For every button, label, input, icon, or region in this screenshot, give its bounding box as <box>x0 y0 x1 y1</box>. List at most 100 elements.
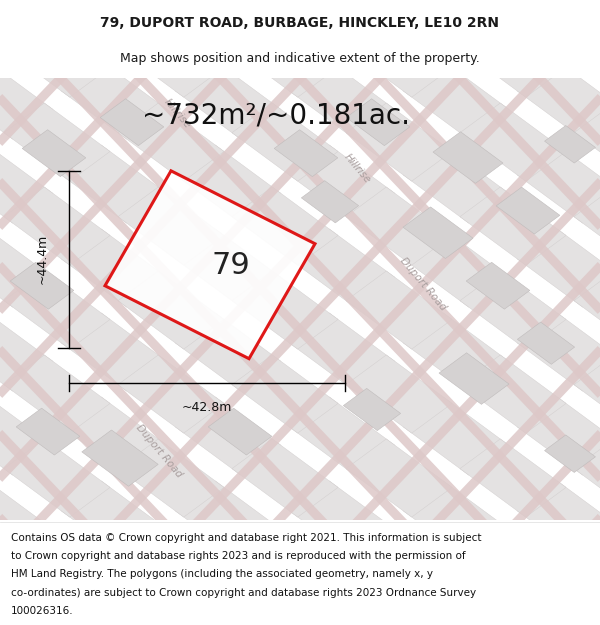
Polygon shape <box>574 439 600 517</box>
Polygon shape <box>208 408 272 455</box>
Polygon shape <box>232 439 338 517</box>
Polygon shape <box>61 481 167 559</box>
Polygon shape <box>22 130 86 177</box>
Polygon shape <box>61 0 167 55</box>
Polygon shape <box>460 271 566 349</box>
Polygon shape <box>175 565 281 625</box>
Polygon shape <box>175 481 281 559</box>
Polygon shape <box>289 0 395 55</box>
Polygon shape <box>574 523 600 601</box>
Polygon shape <box>4 103 110 181</box>
Polygon shape <box>61 145 167 223</box>
Polygon shape <box>439 352 509 404</box>
Polygon shape <box>16 408 80 455</box>
Text: co-ordinates) are subject to Crown copyright and database rights 2023 Ordnance S: co-ordinates) are subject to Crown copyr… <box>11 588 476 598</box>
Text: HM Land Registry. The polygons (including the associated geometry, namely x, y: HM Land Registry. The polygons (includin… <box>11 569 433 579</box>
Polygon shape <box>175 61 281 139</box>
Polygon shape <box>517 397 600 475</box>
Polygon shape <box>118 187 224 265</box>
Polygon shape <box>232 19 338 97</box>
Polygon shape <box>346 19 452 97</box>
Polygon shape <box>460 103 566 181</box>
Polygon shape <box>274 130 338 177</box>
Polygon shape <box>346 271 452 349</box>
Polygon shape <box>289 61 395 139</box>
Text: ~732m²/~0.181ac.: ~732m²/~0.181ac. <box>142 102 410 129</box>
Polygon shape <box>460 187 566 265</box>
Polygon shape <box>289 397 395 475</box>
Polygon shape <box>61 313 167 391</box>
Text: Contains OS data © Crown copyright and database right 2021. This information is : Contains OS data © Crown copyright and d… <box>11 532 481 542</box>
Polygon shape <box>574 19 600 97</box>
Polygon shape <box>118 271 224 349</box>
Polygon shape <box>175 229 281 307</box>
Polygon shape <box>4 271 110 349</box>
Polygon shape <box>460 439 566 517</box>
Polygon shape <box>574 271 600 349</box>
Polygon shape <box>232 523 338 601</box>
Polygon shape <box>61 61 167 139</box>
Polygon shape <box>232 355 338 433</box>
Polygon shape <box>0 61 53 139</box>
Polygon shape <box>100 99 164 146</box>
Polygon shape <box>403 61 509 139</box>
Text: to Crown copyright and database rights 2023 and is reproduced with the permissio: to Crown copyright and database rights 2… <box>11 551 466 561</box>
Polygon shape <box>289 565 395 625</box>
Polygon shape <box>105 171 315 359</box>
Text: Duport Road: Duport Road <box>134 423 184 480</box>
Polygon shape <box>403 481 509 559</box>
Polygon shape <box>289 229 395 307</box>
Text: ~44.4m: ~44.4m <box>35 234 49 284</box>
Polygon shape <box>4 355 110 433</box>
Polygon shape <box>232 271 338 349</box>
Polygon shape <box>4 19 110 97</box>
Polygon shape <box>289 313 395 391</box>
Polygon shape <box>574 187 600 265</box>
Polygon shape <box>0 145 53 223</box>
Polygon shape <box>10 262 74 309</box>
Polygon shape <box>346 355 452 433</box>
Polygon shape <box>460 19 566 97</box>
Polygon shape <box>403 397 509 475</box>
Polygon shape <box>301 181 359 223</box>
Polygon shape <box>175 397 281 475</box>
Polygon shape <box>0 313 53 391</box>
Polygon shape <box>343 388 401 431</box>
Polygon shape <box>4 0 110 13</box>
Polygon shape <box>289 145 395 223</box>
Polygon shape <box>346 103 452 181</box>
Text: Hillrise: Hillrise <box>162 97 192 130</box>
Polygon shape <box>346 439 452 517</box>
Polygon shape <box>517 229 600 307</box>
Polygon shape <box>232 103 338 181</box>
Polygon shape <box>403 207 473 259</box>
Polygon shape <box>433 132 503 183</box>
Polygon shape <box>403 0 509 55</box>
Polygon shape <box>460 0 566 13</box>
Polygon shape <box>574 0 600 13</box>
Polygon shape <box>118 523 224 601</box>
Polygon shape <box>517 565 600 625</box>
Polygon shape <box>574 103 600 181</box>
Polygon shape <box>574 355 600 433</box>
Polygon shape <box>403 229 509 307</box>
Polygon shape <box>175 0 281 55</box>
Text: 79, DUPORT ROAD, BURBAGE, HINCKLEY, LE10 2RN: 79, DUPORT ROAD, BURBAGE, HINCKLEY, LE10… <box>101 16 499 31</box>
Polygon shape <box>517 322 575 364</box>
Polygon shape <box>517 61 600 139</box>
Polygon shape <box>496 187 560 234</box>
Polygon shape <box>118 19 224 97</box>
Polygon shape <box>545 126 595 163</box>
Polygon shape <box>346 99 410 146</box>
Polygon shape <box>346 523 452 601</box>
Polygon shape <box>232 0 338 13</box>
Polygon shape <box>466 262 530 309</box>
Polygon shape <box>545 435 595 472</box>
Polygon shape <box>82 430 158 486</box>
Polygon shape <box>460 355 566 433</box>
Polygon shape <box>118 103 224 181</box>
Polygon shape <box>61 397 167 475</box>
Text: 79: 79 <box>212 251 250 281</box>
Polygon shape <box>517 0 600 55</box>
Polygon shape <box>118 0 224 13</box>
